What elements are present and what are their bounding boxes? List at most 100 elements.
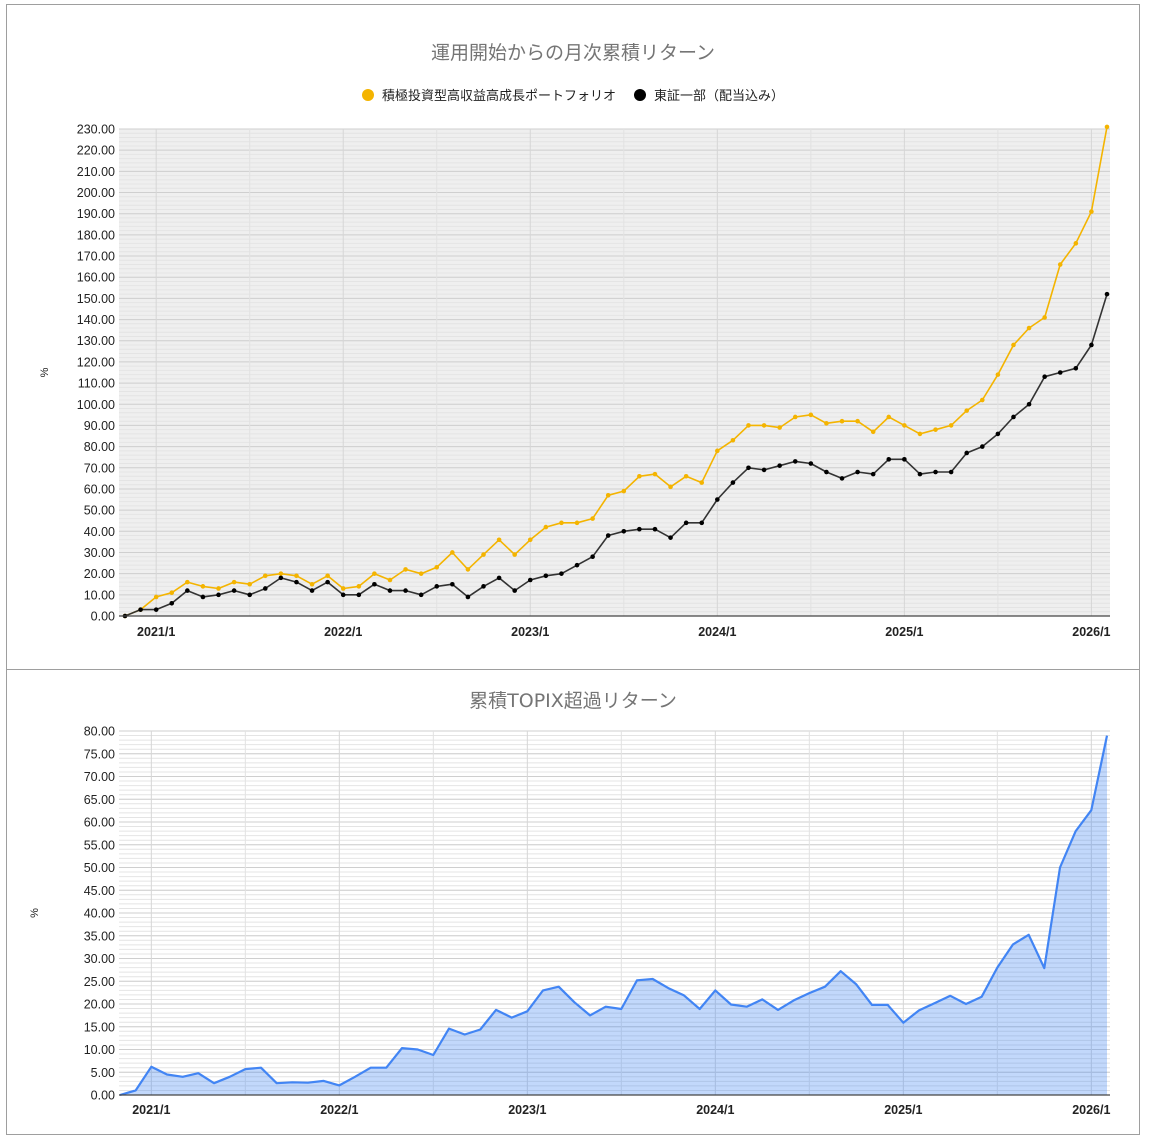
data-point[interactable] bbox=[294, 579, 299, 585]
data-point[interactable] bbox=[512, 588, 517, 593]
data-point[interactable] bbox=[262, 586, 268, 591]
data-point[interactable] bbox=[185, 579, 190, 585]
data-point[interactable] bbox=[792, 459, 798, 464]
data-point[interactable] bbox=[777, 463, 782, 468]
data-point[interactable] bbox=[980, 444, 985, 449]
data-point[interactable] bbox=[964, 450, 970, 456]
data-point[interactable] bbox=[777, 425, 782, 430]
data-point[interactable] bbox=[138, 607, 143, 612]
data-point[interactable] bbox=[418, 592, 424, 598]
data-point[interactable] bbox=[792, 414, 798, 420]
data-point[interactable] bbox=[325, 573, 330, 579]
data-point[interactable] bbox=[1089, 209, 1094, 214]
data-point[interactable] bbox=[325, 579, 330, 585]
data-point[interactable] bbox=[481, 552, 486, 557]
data-point[interactable] bbox=[403, 588, 408, 593]
data-point[interactable] bbox=[231, 588, 237, 593]
data-point[interactable] bbox=[1011, 414, 1016, 420]
data-point[interactable] bbox=[169, 590, 175, 596]
data-point[interactable] bbox=[715, 448, 720, 454]
data-point[interactable] bbox=[808, 412, 814, 418]
data-point[interactable] bbox=[1011, 342, 1016, 348]
data-point[interactable] bbox=[590, 516, 595, 521]
data-point[interactable] bbox=[652, 526, 658, 532]
data-point[interactable] bbox=[559, 520, 564, 526]
data-point[interactable] bbox=[574, 520, 580, 526]
data-point[interactable] bbox=[559, 571, 564, 576]
data-point[interactable] bbox=[543, 573, 549, 579]
data-point[interactable] bbox=[278, 575, 284, 581]
data-point[interactable] bbox=[870, 471, 876, 477]
data-point[interactable] bbox=[387, 577, 393, 583]
data-point[interactable] bbox=[434, 565, 440, 570]
data-point[interactable] bbox=[1057, 262, 1063, 267]
data-point[interactable] bbox=[855, 418, 860, 424]
data-point[interactable] bbox=[605, 493, 611, 498]
data-point[interactable] bbox=[340, 592, 346, 598]
data-point[interactable] bbox=[824, 421, 829, 426]
data-point[interactable] bbox=[340, 586, 346, 591]
data-point[interactable] bbox=[715, 497, 720, 502]
data-point[interactable] bbox=[387, 588, 393, 593]
data-point[interactable] bbox=[699, 520, 705, 526]
data-point[interactable] bbox=[824, 469, 829, 475]
data-point[interactable] bbox=[605, 533, 611, 538]
data-point[interactable] bbox=[1042, 315, 1047, 320]
data-point[interactable] bbox=[185, 588, 190, 593]
data-point[interactable] bbox=[403, 567, 408, 572]
data-point[interactable] bbox=[1104, 124, 1110, 130]
data-point[interactable] bbox=[933, 469, 938, 475]
data-point[interactable] bbox=[933, 427, 938, 432]
data-point[interactable] bbox=[948, 469, 954, 475]
data-point[interactable] bbox=[668, 535, 673, 540]
data-point[interactable] bbox=[730, 437, 736, 443]
data-point[interactable] bbox=[418, 571, 424, 576]
data-point[interactable] bbox=[917, 471, 923, 477]
data-point[interactable] bbox=[496, 575, 502, 581]
data-point[interactable] bbox=[637, 473, 642, 479]
data-point[interactable] bbox=[200, 594, 206, 600]
data-point[interactable] bbox=[886, 457, 892, 462]
data-point[interactable] bbox=[247, 581, 252, 587]
data-point[interactable] bbox=[309, 588, 315, 593]
data-point[interactable] bbox=[1104, 291, 1110, 297]
data-point[interactable] bbox=[995, 431, 1001, 437]
data-point[interactable] bbox=[839, 476, 845, 481]
data-point[interactable] bbox=[902, 423, 907, 428]
data-point[interactable] bbox=[870, 429, 876, 435]
data-point[interactable] bbox=[356, 592, 362, 598]
data-point[interactable] bbox=[574, 562, 580, 568]
data-point[interactable] bbox=[1042, 374, 1047, 380]
data-point[interactable] bbox=[699, 480, 705, 485]
data-point[interactable] bbox=[668, 484, 673, 490]
data-point[interactable] bbox=[372, 571, 377, 576]
data-point[interactable] bbox=[512, 552, 517, 557]
data-point[interactable] bbox=[980, 397, 985, 403]
data-point[interactable] bbox=[1057, 370, 1063, 375]
data-point[interactable] bbox=[1089, 342, 1094, 348]
data-point[interactable] bbox=[216, 592, 221, 598]
data-point[interactable] bbox=[1026, 325, 1032, 331]
legend-item-portfolio[interactable]: 積極投資型高収益高成長ポートフォリオ bbox=[361, 85, 616, 104]
data-point[interactable] bbox=[294, 573, 299, 579]
data-point[interactable] bbox=[730, 480, 736, 485]
data-point[interactable] bbox=[761, 423, 767, 428]
data-point[interactable] bbox=[543, 524, 549, 530]
data-point[interactable] bbox=[450, 550, 455, 555]
data-point[interactable] bbox=[808, 461, 814, 466]
data-point[interactable] bbox=[309, 581, 315, 587]
data-point[interactable] bbox=[964, 408, 970, 413]
legend-item-topix[interactable]: 東証一部（配当込み） bbox=[634, 85, 784, 104]
data-point[interactable] bbox=[902, 457, 907, 462]
data-point[interactable] bbox=[652, 471, 658, 477]
data-point[interactable] bbox=[153, 607, 159, 612]
data-point[interactable] bbox=[886, 414, 892, 420]
data-point[interactable] bbox=[434, 584, 440, 589]
data-point[interactable] bbox=[481, 584, 486, 589]
data-point[interactable] bbox=[855, 469, 860, 475]
data-point[interactable] bbox=[1073, 241, 1079, 246]
data-point[interactable] bbox=[356, 584, 362, 589]
data-point[interactable] bbox=[746, 423, 751, 428]
data-point[interactable] bbox=[247, 592, 252, 598]
data-point[interactable] bbox=[746, 465, 751, 471]
